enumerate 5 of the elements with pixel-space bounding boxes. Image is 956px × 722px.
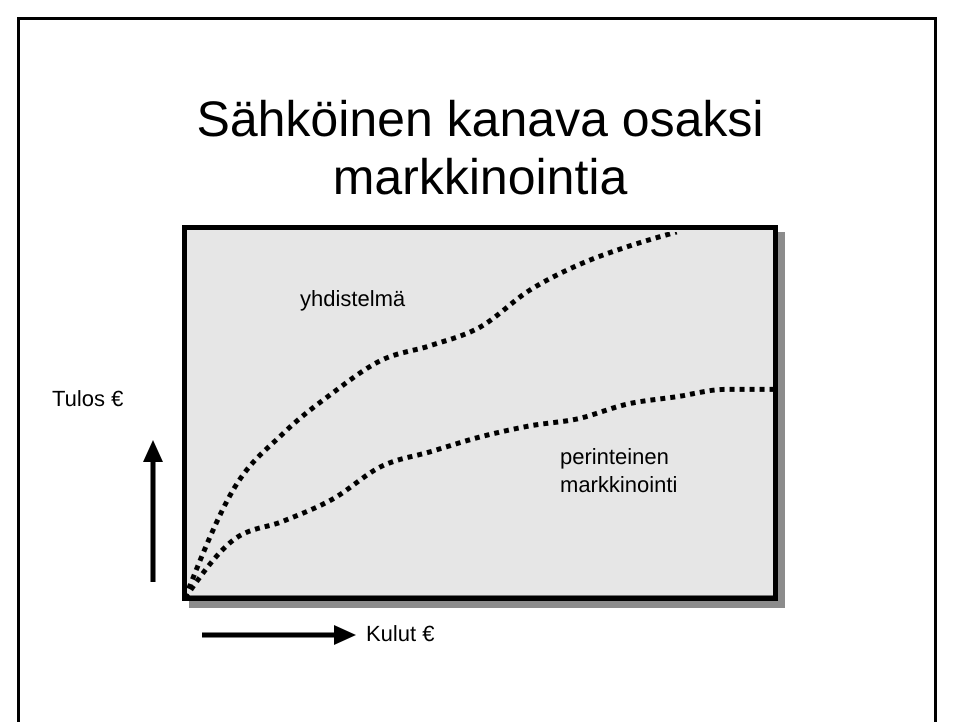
series-label: perinteinen markkinointi	[560, 443, 678, 499]
y-axis-title: Tulos €	[52, 386, 124, 412]
series-label: yhdistelmä	[300, 285, 406, 313]
x-axis-title: Kulut €	[366, 621, 434, 647]
chart-title: Sähköinen kanava osaksi markkinointia	[195, 90, 765, 206]
